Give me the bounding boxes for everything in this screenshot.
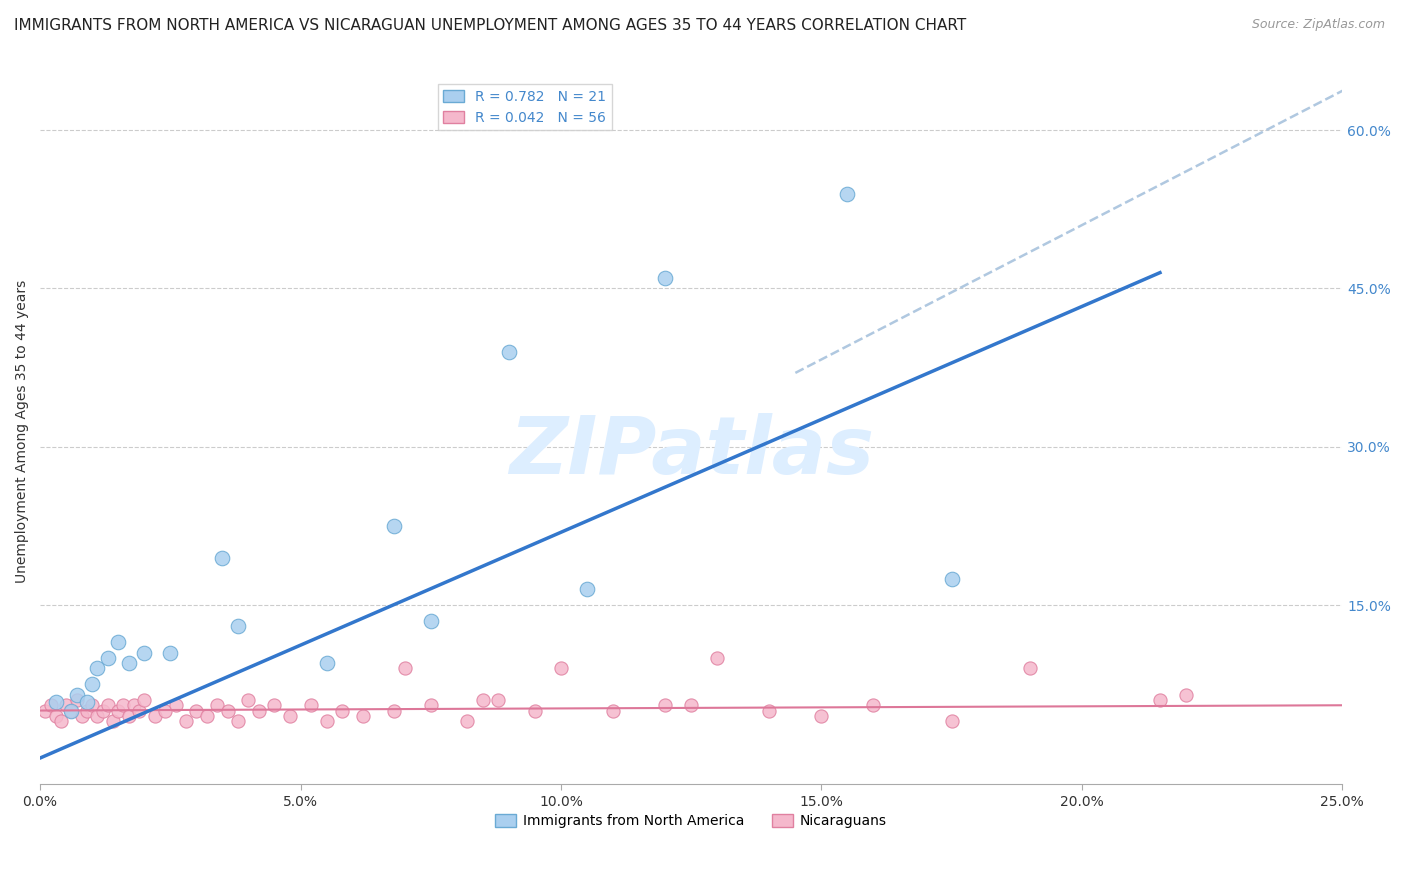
Point — [128, 704, 150, 718]
Point — [39, 698, 62, 713]
Point — [97, 650, 120, 665]
Point — [211, 550, 233, 565]
Point — [498, 344, 520, 359]
Point — [101, 714, 124, 728]
Point — [45, 708, 67, 723]
Point — [681, 698, 703, 713]
Text: IMMIGRANTS FROM NORTH AMERICA VS NICARAGUAN UNEMPLOYMENT AMONG AGES 35 TO 44 YEA: IMMIGRANTS FROM NORTH AMERICA VS NICARAG… — [14, 18, 966, 33]
Point — [471, 693, 494, 707]
Point — [862, 698, 884, 713]
Point — [602, 704, 624, 718]
Point — [315, 714, 337, 728]
Point — [118, 708, 141, 723]
Point — [174, 714, 197, 728]
Point — [299, 698, 322, 713]
Text: ZIPatlas: ZIPatlas — [509, 413, 873, 491]
Point — [186, 704, 208, 718]
Y-axis label: Unemployment Among Ages 35 to 44 years: Unemployment Among Ages 35 to 44 years — [15, 279, 30, 582]
Point — [49, 714, 72, 728]
Point — [76, 695, 98, 709]
Point — [706, 650, 728, 665]
Point — [394, 661, 416, 675]
Point — [195, 708, 218, 723]
Point — [382, 704, 405, 718]
Point — [60, 704, 83, 718]
Point — [330, 704, 353, 718]
Point — [226, 619, 249, 633]
Point — [576, 582, 599, 597]
Point — [97, 698, 120, 713]
Point — [1018, 661, 1040, 675]
Point — [60, 704, 83, 718]
Point — [153, 704, 176, 718]
Point — [1149, 693, 1171, 707]
Point — [941, 572, 963, 586]
Point — [226, 714, 249, 728]
Point — [82, 677, 104, 691]
Point — [217, 704, 239, 718]
Point — [315, 656, 337, 670]
Point — [654, 271, 676, 285]
Point — [523, 704, 546, 718]
Point — [382, 519, 405, 533]
Point — [419, 698, 441, 713]
Point — [758, 704, 780, 718]
Point — [810, 708, 832, 723]
Point — [247, 704, 270, 718]
Point — [837, 186, 859, 201]
Point — [654, 698, 676, 713]
Point — [70, 708, 93, 723]
Point — [134, 693, 156, 707]
Point — [55, 698, 77, 713]
Point — [419, 614, 441, 628]
Point — [238, 693, 260, 707]
Point — [159, 646, 181, 660]
Point — [65, 688, 87, 702]
Point — [34, 704, 56, 718]
Point — [107, 635, 129, 649]
Point — [488, 693, 510, 707]
Point — [456, 714, 478, 728]
Point — [65, 693, 87, 707]
Point — [112, 698, 135, 713]
Point — [205, 698, 228, 713]
Point — [165, 698, 187, 713]
Point — [550, 661, 572, 675]
Point — [134, 646, 156, 660]
Point — [82, 698, 104, 713]
Text: Source: ZipAtlas.com: Source: ZipAtlas.com — [1251, 18, 1385, 31]
Point — [278, 708, 301, 723]
Point — [1175, 688, 1198, 702]
Point — [118, 656, 141, 670]
Point — [86, 661, 108, 675]
Point — [352, 708, 374, 723]
Legend: Immigrants from North America, Nicaraguans: Immigrants from North America, Nicaragua… — [489, 809, 893, 834]
Point — [263, 698, 285, 713]
Point — [76, 704, 98, 718]
Point — [122, 698, 145, 713]
Point — [45, 695, 67, 709]
Point — [941, 714, 963, 728]
Point — [107, 704, 129, 718]
Point — [143, 708, 166, 723]
Point — [86, 708, 108, 723]
Point — [91, 704, 114, 718]
